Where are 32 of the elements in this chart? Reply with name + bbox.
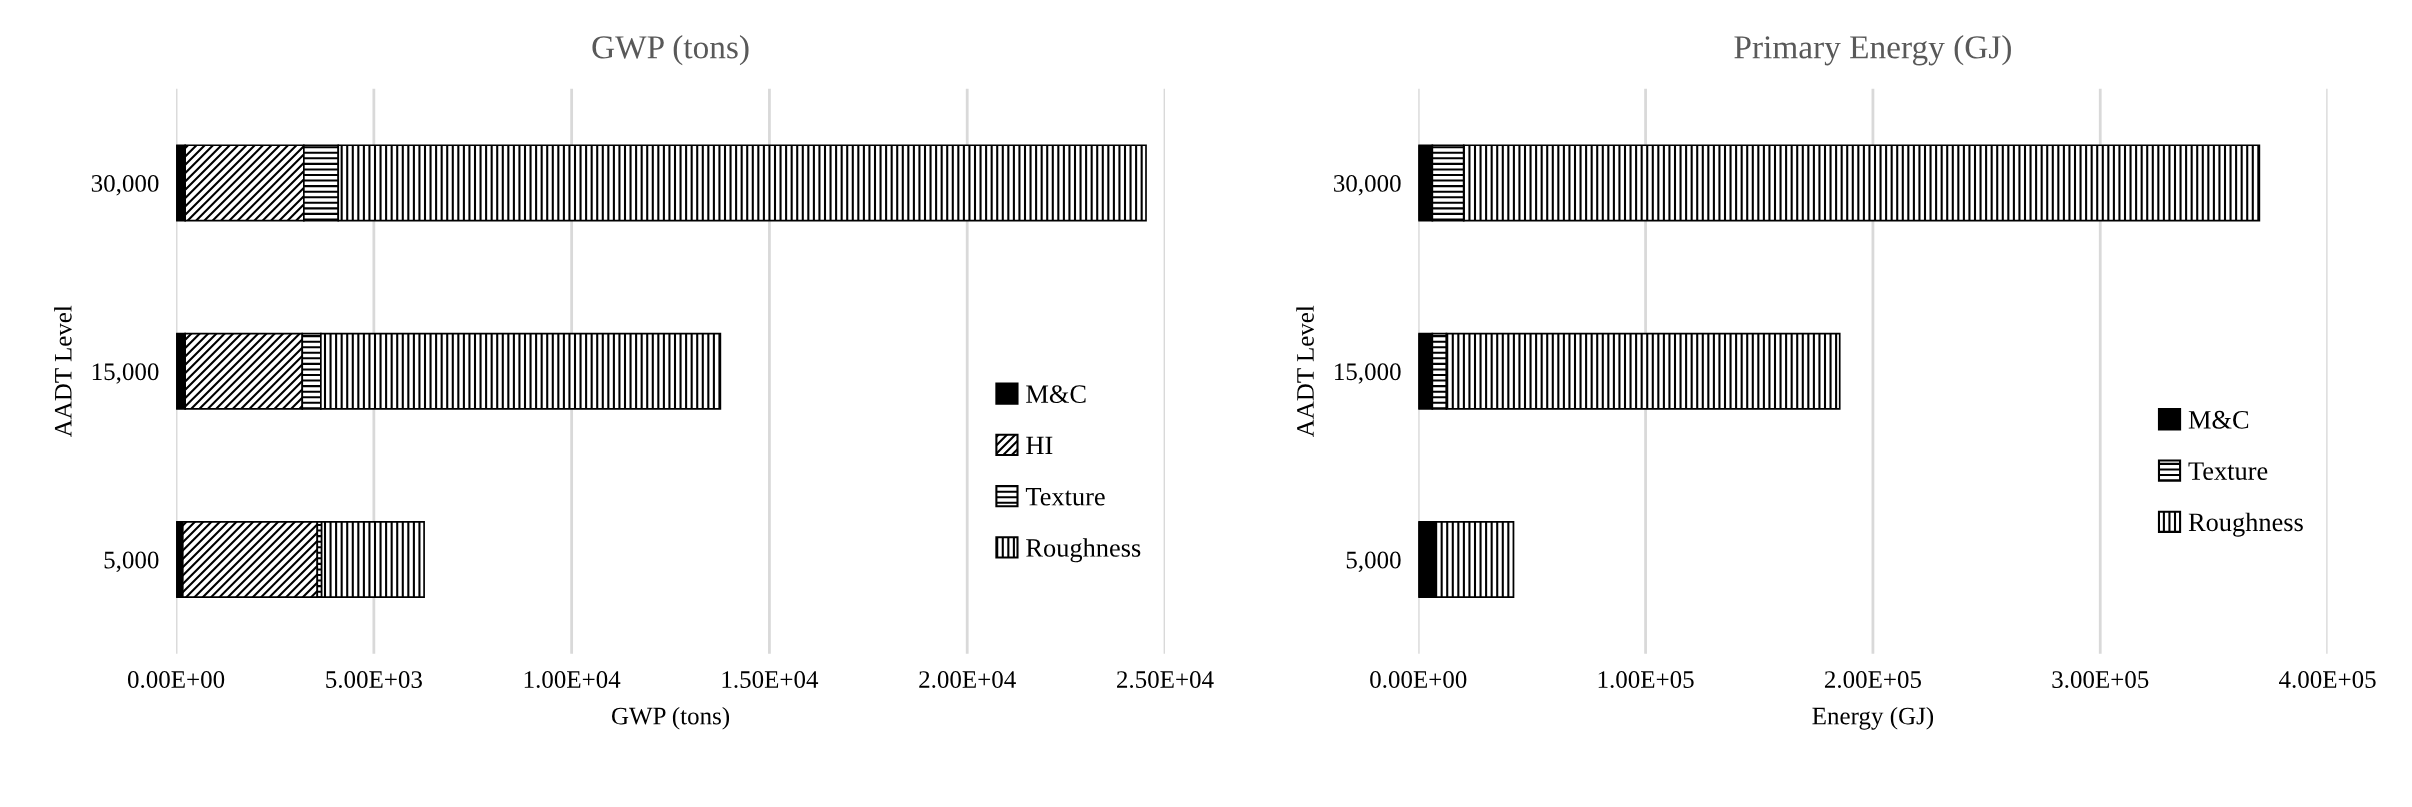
x-tick-label: 1.00E+05 [1598, 671, 1694, 689]
x-tick-label: 2.00E+05 [1824, 671, 1921, 689]
legend-label: Roughness [2188, 512, 2303, 537]
legend-label: M&C [2188, 410, 2249, 429]
x-tick-label: 2.00E+04 [919, 671, 1016, 689]
legend-label: M&C [1026, 385, 1086, 404]
y-tick-label: 15,000 [1335, 363, 1401, 384]
bar [320, 521, 425, 599]
x-tick-label: 5.00E+03 [326, 671, 422, 689]
y-tick-label: 15,000 [92, 363, 159, 384]
x-tick-label: 3.00E+05 [2052, 671, 2149, 689]
x-tick-label: 1.00E+04 [524, 671, 621, 689]
x-tick-label: 2.50E+04 [1117, 671, 1214, 689]
x-tick-label: 0.00E+00 [1370, 671, 1467, 689]
legend-label: Roughness [1026, 538, 1141, 563]
y-tick-label: 30,000 [91, 174, 159, 196]
y-tick-label: 5,000 [104, 551, 159, 573]
bar [181, 521, 319, 599]
legend-label: Texture [2188, 462, 2268, 480]
x-axis-title: GWP (tons) [611, 706, 730, 730]
legend-label: Texture [1025, 488, 1105, 506]
x-axis-title: Energy (GJ) [1812, 706, 1934, 730]
x-tick-label: 4.00E+05 [2279, 671, 2376, 689]
y-tick-label: 30,000 [1334, 174, 1401, 196]
chart-title: GWP (tons) [592, 35, 749, 66]
x-tick-label: 1.50E+04 [722, 671, 819, 689]
legend-label: HI [1026, 436, 1053, 455]
chart-title: Primary Energy (GJ) [1734, 35, 2011, 66]
y-tick-label: 5,000 [1346, 551, 1401, 573]
y-axis-title: AADT Level [1296, 305, 1314, 438]
y-axis-title: AADT Level [54, 305, 72, 438]
x-tick-label: 0.00E+00 [127, 671, 225, 689]
